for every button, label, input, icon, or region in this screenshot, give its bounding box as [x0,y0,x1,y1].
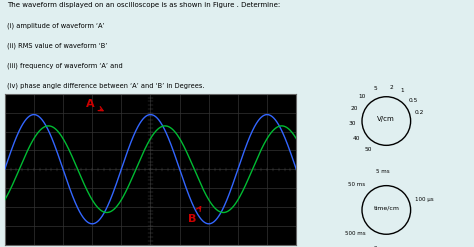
Text: 20: 20 [351,106,358,111]
Text: A: A [86,99,103,111]
Text: 5 ms: 5 ms [376,169,390,174]
Text: 10: 10 [358,94,366,100]
Text: 2 s: 2 s [374,246,383,247]
Text: 0.2: 0.2 [414,110,424,115]
Text: 40: 40 [353,136,361,141]
Text: (iii) frequency of waveform ‘A’ and: (iii) frequency of waveform ‘A’ and [7,63,123,69]
Text: 50 ms: 50 ms [348,183,365,187]
Text: V/cm: V/cm [377,116,395,123]
Text: 0.5: 0.5 [409,98,418,103]
Text: 2: 2 [389,85,393,90]
Text: time/cm: time/cm [374,206,399,211]
Text: (ii) RMS value of waveform ‘B’: (ii) RMS value of waveform ‘B’ [7,43,108,49]
Text: 100 μs: 100 μs [415,197,433,202]
Text: 500 ms: 500 ms [346,231,366,236]
Text: 30: 30 [349,122,356,126]
Text: (i) amplitude of waveform ‘A’: (i) amplitude of waveform ‘A’ [7,22,105,29]
Text: 1: 1 [401,88,404,93]
Text: The waveform displayed on an oscilloscope is as shown in Figure . Determine:: The waveform displayed on an oscilloscop… [7,2,280,8]
Text: 5: 5 [374,86,378,91]
Text: (iv) phase angle difference between ‘A’ and ‘B’ in Degrees.: (iv) phase angle difference between ‘A’ … [7,83,205,89]
Text: 50: 50 [365,147,372,152]
Text: B: B [188,206,201,224]
